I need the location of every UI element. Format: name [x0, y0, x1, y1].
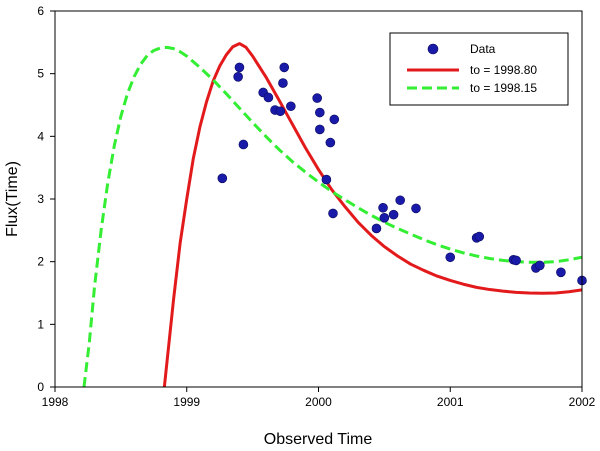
data-point — [286, 101, 296, 112]
data-point — [379, 213, 390, 223]
data-point — [556, 267, 566, 278]
legend: Data to = 1998.80 to = 1998.15 — [389, 32, 569, 106]
legend-label-data: Data — [470, 42, 496, 56]
y-tick-label: 2 — [37, 255, 44, 269]
data-point — [388, 209, 399, 220]
data-point — [234, 62, 245, 73]
x-tick-label: 2001 — [437, 395, 464, 409]
series-points — [217, 62, 587, 286]
data-point — [315, 124, 325, 135]
data-point — [278, 78, 288, 88]
data-point — [511, 255, 521, 266]
y-tick-label: 6 — [37, 4, 44, 18]
x-tick-label: 1999 — [173, 395, 200, 409]
series-line-2 — [82, 45, 582, 387]
legend-marker-data — [427, 43, 439, 55]
data-point — [474, 231, 485, 242]
data-point — [329, 114, 340, 125]
y-tick-label: 4 — [37, 129, 44, 143]
data-point — [233, 72, 243, 82]
data-point — [312, 93, 322, 103]
x-axis: 1998 1999 2000 2001 2002 — [42, 387, 596, 409]
data-point — [411, 203, 421, 214]
data-point — [328, 208, 338, 219]
data-point — [238, 139, 249, 150]
legend-label-to-1998-80: to = 1998.80 — [470, 63, 537, 77]
y-tick-label: 3 — [37, 192, 44, 206]
data-point — [279, 62, 290, 73]
y-axis-title: Flux(Time) — [4, 161, 21, 237]
data-point — [395, 195, 405, 206]
x-tick-label: 2002 — [569, 395, 596, 409]
y-tick-label: 5 — [37, 67, 44, 81]
x-tick-label: 1998 — [42, 395, 69, 409]
y-tick-label: 1 — [37, 317, 44, 331]
data-point — [325, 137, 336, 148]
x-tick-label: 2000 — [305, 395, 332, 409]
data-point — [315, 107, 325, 118]
y-axis: 0 1 2 3 4 5 6 — [37, 4, 55, 394]
data-point — [321, 174, 332, 185]
data-point — [275, 106, 286, 117]
data-point — [445, 252, 456, 263]
data-point — [217, 173, 228, 184]
y-tick-label: 0 — [37, 380, 44, 394]
data-point — [535, 260, 545, 271]
legend-label-to-1998-15: to = 1998.15 — [470, 81, 537, 95]
data-point — [263, 92, 274, 103]
data-point — [371, 223, 382, 234]
data-point — [378, 202, 388, 213]
x-axis-title: Observed Time — [264, 431, 373, 448]
